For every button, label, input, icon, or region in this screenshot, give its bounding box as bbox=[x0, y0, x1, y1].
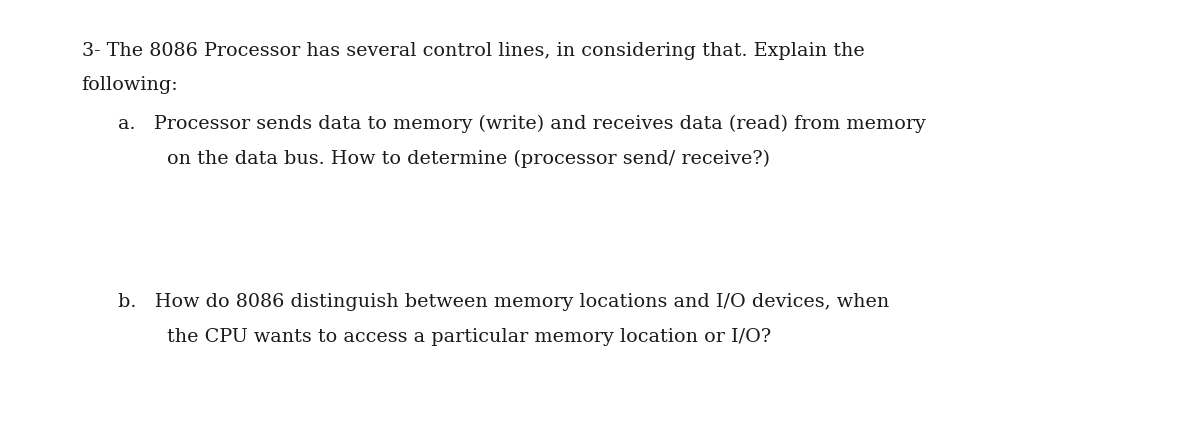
Text: on the data bus. How to determine (processor send/ receive?): on the data bus. How to determine (proce… bbox=[118, 150, 769, 168]
Text: a.   Processor sends data to memory (write) and receives data (read) from memory: a. Processor sends data to memory (write… bbox=[118, 115, 925, 133]
Text: 3- The 8086 Processor has several control lines, in considering that. Explain th: 3- The 8086 Processor has several contro… bbox=[82, 42, 864, 60]
Text: b.   How do 8086 distinguish between memory locations and I/O devices, when: b. How do 8086 distinguish between memor… bbox=[118, 293, 889, 311]
Text: following:: following: bbox=[82, 76, 179, 94]
Text: the CPU wants to access a particular memory location or I/O?: the CPU wants to access a particular mem… bbox=[118, 328, 770, 346]
